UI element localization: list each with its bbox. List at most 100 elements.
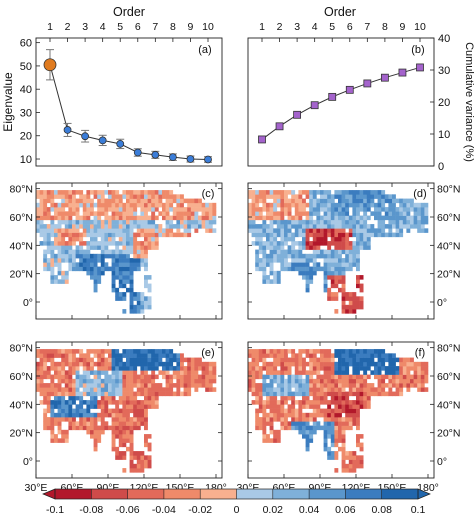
grid-cell [136,391,141,397]
grid-cell [291,245,296,250]
grid-cell [251,387,256,392]
grid-cell [338,370,342,375]
grid-cell [424,215,429,221]
grid-cell [57,258,62,263]
grid-cell [93,387,98,392]
grid-cell [133,266,138,272]
grid-cell [417,387,422,392]
grid-cell [36,361,40,367]
grid-cell [269,404,274,409]
grid-cell [158,383,163,388]
grid-cell [133,408,138,414]
grid-cell [276,228,281,233]
grid-cell [136,421,141,426]
grid-cell [129,459,134,465]
grid-cell [366,404,371,409]
grid-cell [309,194,314,199]
grid-cell [100,361,105,367]
grid-cell [82,391,87,397]
grid-cell [395,391,400,397]
grid-cell [327,353,332,358]
grid-cell [115,391,120,397]
grid-cell [111,438,116,443]
grid-cell [309,370,314,375]
grid-cell [111,219,116,225]
grid-cell [280,383,285,388]
grid-cell [97,194,102,199]
grid-cell [309,275,314,280]
grid-cell [330,292,335,297]
grid-cell [201,383,206,388]
grid-cell [348,241,353,246]
grid-cell [147,207,152,212]
grid-cell [312,194,317,199]
grid-cell [402,378,407,384]
grid-cell [334,262,339,267]
grid-cell [72,400,76,405]
grid-cell [183,370,188,375]
grid-cell [284,378,288,384]
grid-cell [255,232,260,238]
grid-cell [316,366,321,371]
grid-cell [100,232,105,238]
grid-cell [370,228,375,233]
grid-cell [162,361,166,367]
grid-cell [356,245,360,250]
grid-cell [284,190,288,195]
grid-cell [363,404,368,409]
grid-cell [118,455,123,460]
grid-cell [165,378,170,384]
grid-cell [305,241,310,246]
grid-cell [291,349,296,354]
grid-cell [82,249,87,255]
data-point [98,136,107,145]
grid-cell [330,434,335,439]
grid-cell [57,412,62,418]
grid-cell [212,374,217,380]
grid-cell [46,266,51,272]
grid-cell [276,190,281,195]
grid-cell [309,219,314,225]
grid-cell [269,383,274,388]
grid-cell [276,438,281,443]
grid-cell [108,408,112,414]
grid-cell [356,438,360,443]
grid-cell [136,198,141,204]
grid-cell [108,391,112,397]
grid-cell [201,366,206,371]
grid-cell [392,219,396,225]
grid-cell [273,353,278,358]
grid-cell [291,374,296,380]
grid-cell [316,262,321,267]
grid-cell [276,249,281,255]
grid-cell [93,287,98,293]
grid-cell [158,198,163,204]
grid-cell [111,383,116,388]
grid-cell [126,258,130,263]
grid-cell [302,412,306,418]
grid-cell [97,387,102,392]
grid-cell [266,228,270,233]
grid-cell [309,270,314,276]
grid-cell [420,207,425,212]
grid-cell [377,232,382,238]
grid-cell [356,266,360,272]
grid-cell [118,232,123,238]
grid-cell [359,442,364,448]
grid-cell [345,370,350,375]
grid-cell [122,275,127,280]
grid-cell [251,224,256,229]
grid-cell [280,370,285,375]
xtick-label: 5 [117,21,123,33]
grid-cell [57,219,62,225]
grid-cell [359,361,364,367]
grid-cell [147,391,152,397]
grid-cell [79,417,84,422]
grid-cell [370,190,375,195]
grid-cell [144,408,148,414]
grid-cell [144,463,148,469]
grid-cell [111,370,116,375]
grid-cell [93,253,98,259]
grid-cell [348,266,353,272]
grid-cell [93,404,98,409]
